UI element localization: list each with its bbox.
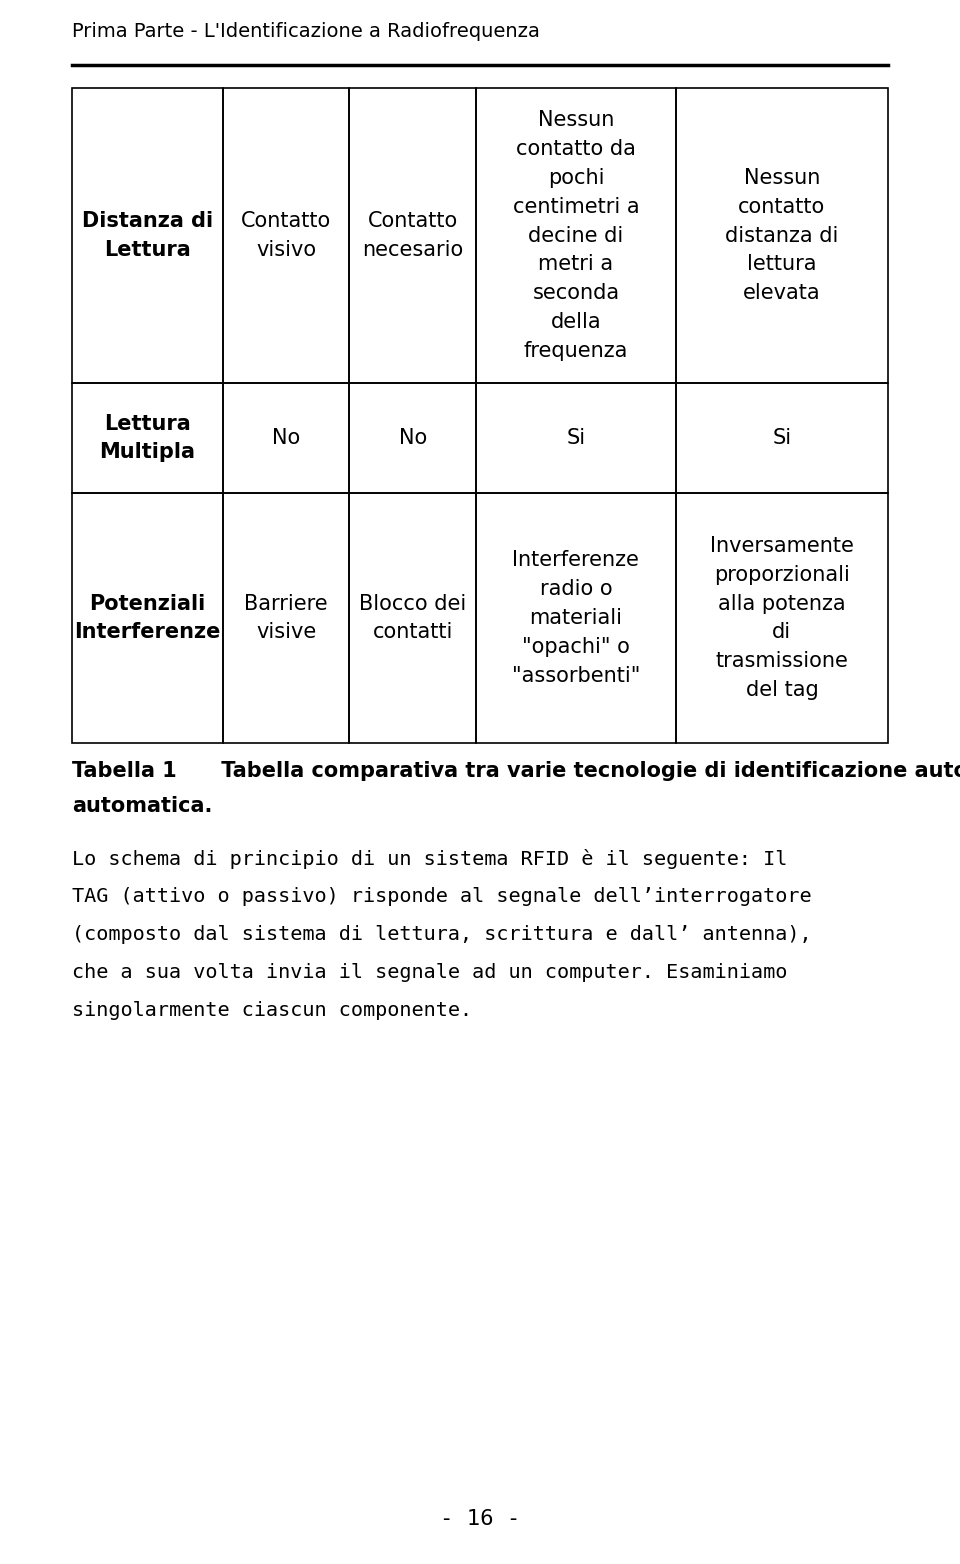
Bar	[349, 383, 476, 493]
Bar	[223, 383, 349, 493]
Text: - 16 -: - 16 -	[440, 1509, 520, 1530]
Text: Blocco dei
contatti: Blocco dei contatti	[359, 594, 467, 643]
Text: Nessun
contatto da
pochi
centimetri a
decine di
metri a
seconda
della
frequenza: Nessun contatto da pochi centimetri a de…	[513, 111, 639, 361]
Bar	[676, 493, 888, 743]
Bar	[676, 88, 888, 383]
Bar	[72, 88, 223, 383]
Text: Tabella 1: Tabella 1	[72, 762, 177, 780]
Text: Prima Parte - L'Identificazione a Radiofrequenza: Prima Parte - L'Identificazione a Radiof…	[72, 22, 540, 41]
Text: TAG (attivo o passivo) risponde al segnale dell’interrogatore: TAG (attivo o passivo) risponde al segna…	[72, 887, 811, 906]
Text: (composto dal sistema di lettura, scrittura e dall’ antenna),: (composto dal sistema di lettura, scritt…	[72, 924, 811, 945]
Bar	[223, 88, 349, 383]
Text: Tabella comparativa tra varie tecnologie di identificazione automatica.: Tabella comparativa tra varie tecnologie…	[214, 762, 960, 780]
Bar	[72, 493, 223, 743]
Text: Lo schema di principio di un sistema RFID è il seguente: Il: Lo schema di principio di un sistema RFI…	[72, 849, 787, 870]
Bar	[349, 88, 476, 383]
Text: Interferenze
radio o
materiali
"opachi" o
"assorbenti": Interferenze radio o materiali "opachi" …	[512, 551, 640, 685]
Text: No: No	[398, 429, 427, 447]
Text: Inversamente
proporzionali
alla potenza
di
trasmissione
del tag: Inversamente proporzionali alla potenza …	[710, 536, 853, 701]
Text: Lettura
Multipla: Lettura Multipla	[100, 413, 196, 463]
Text: Potenziali
Interferenze: Potenziali Interferenze	[74, 594, 221, 643]
Text: Distanza di
Lettura: Distanza di Lettura	[82, 211, 213, 260]
Bar	[72, 383, 223, 493]
Text: Nessun
contatto
distanza di
lettura
elevata: Nessun contatto distanza di lettura elev…	[725, 167, 839, 303]
Bar	[476, 383, 676, 493]
Text: Contatto
necesario: Contatto necesario	[362, 211, 464, 260]
Text: Si: Si	[566, 429, 586, 447]
Text: Contatto
visivo: Contatto visivo	[241, 211, 331, 260]
Text: singolarmente ciascun componente.: singolarmente ciascun componente.	[72, 1001, 472, 1020]
Text: Si: Si	[773, 429, 791, 447]
Text: Barriere
visive: Barriere visive	[245, 594, 328, 643]
Bar	[223, 493, 349, 743]
Text: No: No	[272, 429, 300, 447]
Text: che a sua volta invia il segnale ad un computer. Esaminiamo: che a sua volta invia il segnale ad un c…	[72, 963, 787, 982]
Text: automatica.: automatica.	[72, 796, 212, 816]
Bar	[476, 493, 676, 743]
Bar	[676, 383, 888, 493]
Bar	[349, 493, 476, 743]
Bar	[476, 88, 676, 383]
